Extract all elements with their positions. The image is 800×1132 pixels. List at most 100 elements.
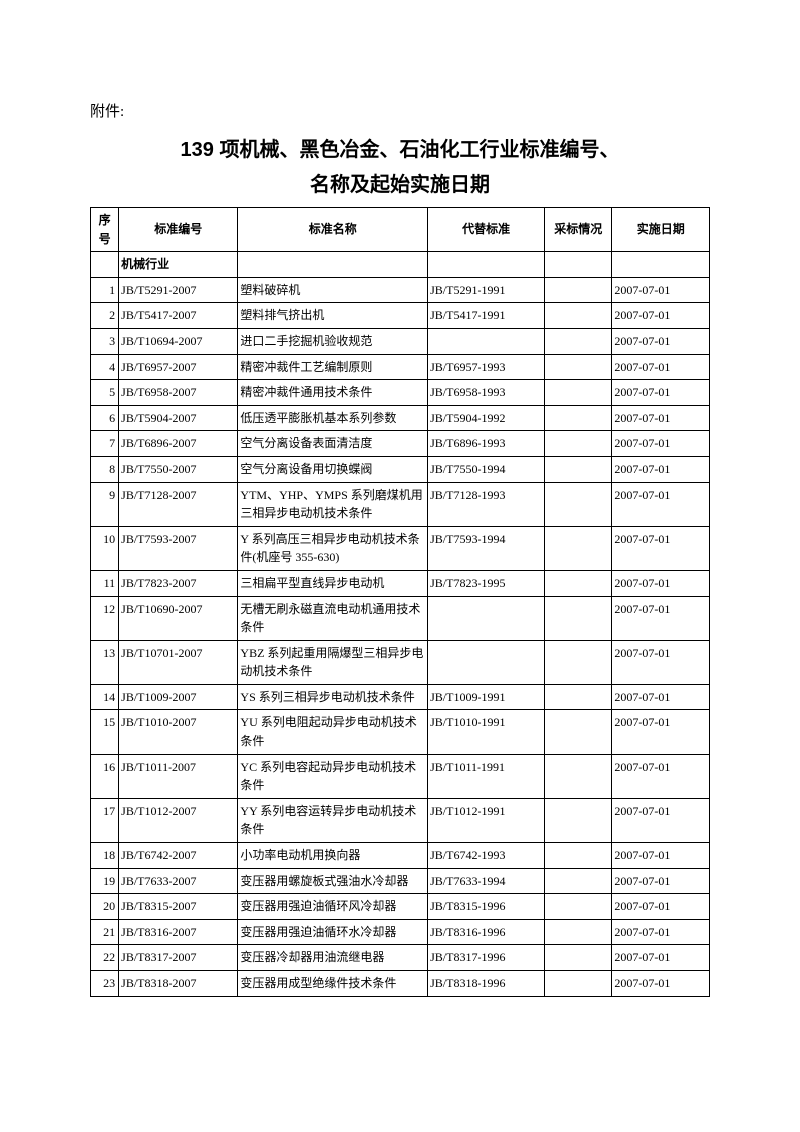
table-row: 2JB/T5417-2007塑料排气挤出机JB/T5417-19912007-0… <box>91 303 710 329</box>
cell-name: 无槽无刷永磁直流电动机通用技术条件 <box>238 596 428 640</box>
cell-seq: 9 <box>91 482 119 526</box>
cell-code: JB/T1011-2007 <box>119 754 238 798</box>
section-repl-empty <box>428 252 545 278</box>
cell-seq: 2 <box>91 303 119 329</box>
cell-code: JB/T6742-2007 <box>119 843 238 869</box>
cell-replaced: JB/T5904-1992 <box>428 405 545 431</box>
table-row: 11JB/T7823-2007三相扁平型直线异步电动机JB/T7823-1995… <box>91 570 710 596</box>
cell-replaced: JB/T1010-1991 <box>428 710 545 754</box>
cell-seq: 21 <box>91 919 119 945</box>
cell-replaced <box>428 640 545 684</box>
cell-seq: 23 <box>91 971 119 997</box>
cell-name: 塑料排气挤出机 <box>238 303 428 329</box>
cell-adopt <box>545 684 612 710</box>
cell-name: 空气分离设备表面清洁度 <box>238 431 428 457</box>
cell-seq: 18 <box>91 843 119 869</box>
cell-name: YY 系列电容运转异步电动机技术条件 <box>238 798 428 842</box>
cell-code: JB/T6957-2007 <box>119 354 238 380</box>
cell-adopt <box>545 843 612 869</box>
cell-date: 2007-07-01 <box>612 456 710 482</box>
col-header-date: 实施日期 <box>612 208 710 252</box>
cell-seq: 13 <box>91 640 119 684</box>
cell-replaced: JB/T6958-1993 <box>428 380 545 406</box>
cell-adopt <box>545 526 612 570</box>
cell-adopt <box>545 482 612 526</box>
table-row: 20JB/T8315-2007变压器用强迫油循环风冷却器JB/T8315-199… <box>91 894 710 920</box>
cell-code: JB/T7128-2007 <box>119 482 238 526</box>
attachment-label: 附件: <box>90 100 710 121</box>
cell-name: 进口二手挖掘机验收规范 <box>238 328 428 354</box>
cell-name: 精密冲裁件通用技术条件 <box>238 380 428 406</box>
cell-replaced: JB/T5417-1991 <box>428 303 545 329</box>
col-header-name: 标准名称 <box>238 208 428 252</box>
cell-date: 2007-07-01 <box>612 405 710 431</box>
cell-code: JB/T7593-2007 <box>119 526 238 570</box>
cell-seq: 15 <box>91 710 119 754</box>
cell-seq: 7 <box>91 431 119 457</box>
cell-date: 2007-07-01 <box>612 380 710 406</box>
section-name-empty <box>238 252 428 278</box>
cell-replaced: JB/T6957-1993 <box>428 354 545 380</box>
cell-date: 2007-07-01 <box>612 919 710 945</box>
cell-code: JB/T10694-2007 <box>119 328 238 354</box>
cell-adopt <box>545 971 612 997</box>
cell-adopt <box>545 754 612 798</box>
table-row: 16JB/T1011-2007YC 系列电容起动异步电动机技术条件JB/T101… <box>91 754 710 798</box>
table-row: 3JB/T10694-2007进口二手挖掘机验收规范2007-07-01 <box>91 328 710 354</box>
cell-code: JB/T1009-2007 <box>119 684 238 710</box>
cell-date: 2007-07-01 <box>612 754 710 798</box>
cell-name: 塑料破碎机 <box>238 277 428 303</box>
cell-adopt <box>545 798 612 842</box>
cell-date: 2007-07-01 <box>612 798 710 842</box>
cell-date: 2007-07-01 <box>612 971 710 997</box>
cell-replaced: JB/T5291-1991 <box>428 277 545 303</box>
cell-adopt <box>545 328 612 354</box>
cell-code: JB/T8315-2007 <box>119 894 238 920</box>
page-title-line1: 139 项机械、黑色冶金、石油化工行业标准编号、 <box>90 133 710 162</box>
cell-date: 2007-07-01 <box>612 570 710 596</box>
cell-replaced: JB/T8317-1996 <box>428 945 545 971</box>
cell-name: 变压器冷却器用油流继电器 <box>238 945 428 971</box>
table-header-row: 序号 标准编号 标准名称 代替标准 采标情况 实施日期 <box>91 208 710 252</box>
cell-adopt <box>545 277 612 303</box>
standards-table: 序号 标准编号 标准名称 代替标准 采标情况 实施日期 机械行业 1JB/T52… <box>90 207 710 997</box>
cell-date: 2007-07-01 <box>612 843 710 869</box>
cell-name: YS 系列三相异步电动机技术条件 <box>238 684 428 710</box>
cell-name: YTM、YHP、YMPS 系列磨煤机用三相异步电动机技术条件 <box>238 482 428 526</box>
cell-name: 小功率电动机用换向器 <box>238 843 428 869</box>
cell-replaced: JB/T7128-1993 <box>428 482 545 526</box>
cell-code: JB/T8316-2007 <box>119 919 238 945</box>
cell-name: YC 系列电容起动异步电动机技术条件 <box>238 754 428 798</box>
cell-seq: 19 <box>91 868 119 894</box>
cell-seq: 17 <box>91 798 119 842</box>
section-date-empty <box>612 252 710 278</box>
cell-adopt <box>545 380 612 406</box>
cell-name: 变压器用强迫油循环水冷却器 <box>238 919 428 945</box>
table-row: 17JB/T1012-2007YY 系列电容运转异步电动机技术条件JB/T101… <box>91 798 710 842</box>
cell-adopt <box>545 431 612 457</box>
table-row: 1JB/T5291-2007塑料破碎机JB/T5291-19912007-07-… <box>91 277 710 303</box>
cell-seq: 16 <box>91 754 119 798</box>
table-row: 23JB/T8318-2007变压器用成型绝缘件技术条件JB/T8318-199… <box>91 971 710 997</box>
section-seq-empty <box>91 252 119 278</box>
cell-code: JB/T5417-2007 <box>119 303 238 329</box>
cell-replaced: JB/T7633-1994 <box>428 868 545 894</box>
cell-date: 2007-07-01 <box>612 354 710 380</box>
cell-code: JB/T6958-2007 <box>119 380 238 406</box>
page-title-line2: 名称及起始实施日期 <box>90 168 710 197</box>
cell-seq: 10 <box>91 526 119 570</box>
cell-adopt <box>545 710 612 754</box>
cell-adopt <box>545 919 612 945</box>
cell-adopt <box>545 894 612 920</box>
cell-replaced <box>428 328 545 354</box>
cell-code: JB/T5904-2007 <box>119 405 238 431</box>
cell-code: JB/T8318-2007 <box>119 971 238 997</box>
col-header-adopt: 采标情况 <box>545 208 612 252</box>
cell-date: 2007-07-01 <box>612 596 710 640</box>
cell-date: 2007-07-01 <box>612 431 710 457</box>
cell-seq: 12 <box>91 596 119 640</box>
cell-code: JB/T7550-2007 <box>119 456 238 482</box>
cell-seq: 1 <box>91 277 119 303</box>
col-header-seq: 序号 <box>91 208 119 252</box>
cell-name: 精密冲裁件工艺编制原则 <box>238 354 428 380</box>
